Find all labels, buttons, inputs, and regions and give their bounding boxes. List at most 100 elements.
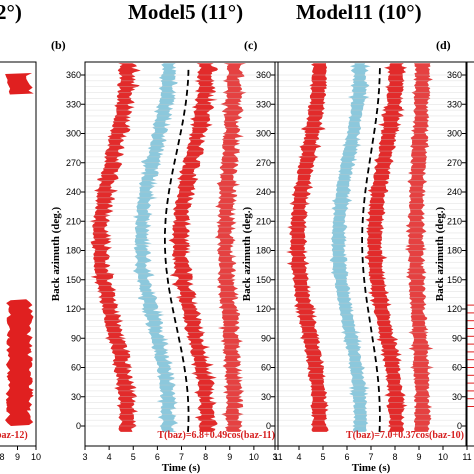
y-tick-label: 360 <box>256 70 271 80</box>
panel-b-ylabel: Back azimuth (deg.) <box>50 206 62 301</box>
panel-c-xlabel: Time (s) <box>352 462 391 474</box>
panel-a-waveform <box>5 73 34 95</box>
panel-b-plot-area <box>85 63 278 432</box>
x-tick-label: 10 <box>438 452 448 462</box>
y-tick-label: 30 <box>71 392 81 402</box>
waveform-fill <box>132 63 179 432</box>
x-tick-label: 10 <box>31 452 41 462</box>
y-tick-label: 240 <box>256 187 271 197</box>
y-tick-label: 120 <box>66 304 81 314</box>
panel-label-d: (d) <box>436 38 451 52</box>
y-tick-label: 210 <box>447 216 462 226</box>
y-tick-label: 330 <box>66 99 81 109</box>
x-tick-label: 10 <box>249 452 259 462</box>
y-tick-label: 210 <box>66 216 81 226</box>
x-tick-label: 3 <box>82 452 87 462</box>
x-tick-label: 5 <box>131 452 136 462</box>
panel-a-waveform <box>5 299 34 412</box>
panel-label-c: (c) <box>244 38 258 52</box>
fit-curve <box>361 67 381 432</box>
x-tick-label: 6 <box>155 452 160 462</box>
trace-baselines <box>85 74 278 427</box>
y-tick-label: 270 <box>256 158 271 168</box>
panel-d-ylabel: Back azimuth (deg.) <box>434 206 446 301</box>
y-tick-label: 90 <box>452 333 462 343</box>
y-tick-label: 60 <box>261 363 271 373</box>
x-tick-label: 11 <box>273 452 282 462</box>
panel-label-b: (b) <box>51 38 66 52</box>
waveform-fill <box>286 63 329 432</box>
panel-c-plot-area <box>275 63 467 432</box>
x-tick-label: 3 <box>272 452 277 462</box>
y-tick-label: 300 <box>66 129 81 139</box>
y-tick-label: 0 <box>266 421 271 431</box>
y-tick-label: 180 <box>447 246 462 256</box>
waveform-fill <box>404 63 434 432</box>
y-tick-label: 150 <box>256 275 271 285</box>
x-tick-label: 4 <box>107 452 112 462</box>
fit-curve <box>164 67 190 432</box>
y-tick-label: 0 <box>76 421 81 431</box>
x-tick-label: 9 <box>15 452 20 462</box>
y-tick-label: 240 <box>447 187 462 197</box>
y-tick-label: 120 <box>256 304 271 314</box>
waveform-fill <box>168 63 219 432</box>
y-tick-label: 150 <box>447 275 462 285</box>
y-tick-label: 90 <box>261 333 271 343</box>
y-tick-label: 60 <box>452 363 462 373</box>
trace-baselines <box>275 74 467 427</box>
x-tick-label: 4 <box>296 452 301 462</box>
x-tick-label: 7 <box>179 452 184 462</box>
y-tick-label: 180 <box>66 246 81 256</box>
y-tick-label: 270 <box>447 158 462 168</box>
x-tick-label: 6 <box>344 452 349 462</box>
panel-d-frame <box>465 61 474 447</box>
y-tick-label: 150 <box>66 275 81 285</box>
y-tick-label: 300 <box>447 129 462 139</box>
panel-a-ticks: 8 9 10 <box>0 446 41 462</box>
x-tick-label: 8 <box>0 452 5 462</box>
y-tick-label: 360 <box>66 70 81 80</box>
panel-a-remnant <box>5 73 34 426</box>
y-tick-label: 180 <box>256 246 271 256</box>
y-tick-label: 270 <box>66 158 81 168</box>
title-model11: Model11 (10°) <box>296 0 422 24</box>
y-tick-label: 240 <box>66 187 81 197</box>
panel-c-ylabel: Back azimuth (deg.) <box>241 206 253 301</box>
x-tick-label: 11 <box>462 452 471 462</box>
y-tick-label: 30 <box>452 392 462 402</box>
waveform-band-4 <box>214 63 247 432</box>
x-tick-label: 7 <box>368 452 373 462</box>
y-tick-label: 0 <box>457 421 462 431</box>
panel-a-formula: baz-12) <box>0 430 28 441</box>
waveform-fill <box>329 63 371 432</box>
y-tick-label: 330 <box>256 99 271 109</box>
y-tick-label: 30 <box>261 392 271 402</box>
title-model5: Model5 (11°) <box>128 0 244 24</box>
panel-b-xlabel: Time (s) <box>162 462 201 474</box>
waveform-band-4 <box>404 63 434 432</box>
x-tick-label: 8 <box>203 452 208 462</box>
y-tick-label: 60 <box>71 363 81 373</box>
waveform-band-3 <box>168 63 219 432</box>
x-tick-label: 9 <box>416 452 421 462</box>
x-tick-label: 5 <box>320 452 325 462</box>
panel-d-ticks: 0 30 60 90 120 150 180 210 240 270 300 330 360 <box>447 70 466 431</box>
y-tick-label: 360 <box>447 70 462 80</box>
y-tick-label: 300 <box>256 129 271 139</box>
waveform-fill <box>214 63 247 432</box>
panel-c-formula: T(baz)=7.0+0.37cos(baz-10) <box>346 430 464 441</box>
y-tick-label: 210 <box>256 216 271 226</box>
waveform-band-1 <box>286 63 329 432</box>
waveform-fill <box>89 63 141 432</box>
waveform-band-1 <box>89 63 141 432</box>
panel-b-formula: T(baz)=6.8+0.49cos(baz-11) <box>158 430 276 441</box>
x-tick-label: 9 <box>227 452 232 462</box>
y-tick-label: 330 <box>447 99 462 109</box>
y-tick-label: 120 <box>447 304 462 314</box>
waveform-fill <box>364 63 408 432</box>
title-left-cut: 2°) <box>0 0 22 24</box>
